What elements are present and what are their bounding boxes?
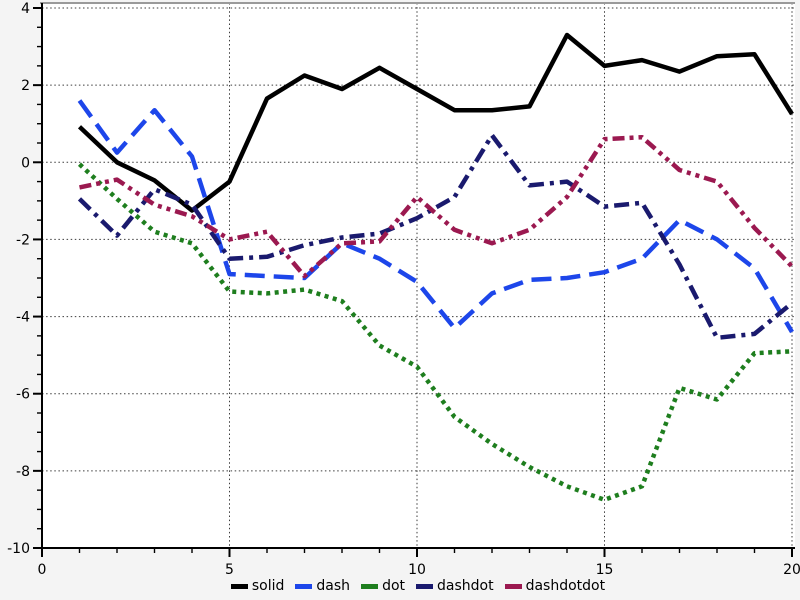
legend-swatch-dot	[361, 583, 379, 589]
tick-label: 0	[38, 562, 47, 578]
series-line-dashdot	[77, 133, 794, 341]
legend-label-dashdotdot: dashdotdot	[525, 578, 606, 594]
tick-label: 10	[408, 562, 426, 578]
legend-item-dashdot: dashdot	[416, 579, 494, 593]
legend-label-dash: dash	[316, 578, 351, 594]
legend-label-dot: dot	[382, 578, 406, 594]
series-line-solid	[77, 32, 794, 213]
tick-label: -10	[7, 541, 30, 557]
legend-swatch-solid	[230, 583, 248, 589]
tick-label: 15	[596, 562, 614, 578]
chart-legend: solid dash dot dashdot dashdotdot	[18, 579, 800, 593]
legend-swatch-dashdot	[416, 583, 434, 589]
legend-label-solid: solid	[251, 578, 285, 594]
legend-swatch-dash	[295, 583, 313, 589]
legend-item-dash: dash	[295, 579, 350, 593]
tick-label: -2	[16, 232, 30, 248]
tick-label: -8	[16, 464, 30, 480]
tick-label: 5	[225, 562, 234, 578]
tick-label: 2	[21, 78, 30, 94]
legend-swatch-dashdotdot	[504, 583, 522, 589]
series-line-dash	[77, 99, 794, 334]
legend-item-dashdotdot: dashdotdot	[504, 578, 606, 594]
tick-label: -6	[16, 387, 30, 403]
series-line-dashdotdot	[79, 134, 794, 279]
tick-label: -4	[16, 310, 30, 326]
legend-item-solid: solid	[230, 578, 285, 594]
tick-label: 0	[21, 155, 30, 171]
tick-label: 20	[783, 562, 800, 578]
tick-label: 4	[21, 1, 30, 17]
legend-label-dashdot: dashdot	[437, 578, 494, 594]
legend-item-dot: dot	[361, 579, 405, 593]
